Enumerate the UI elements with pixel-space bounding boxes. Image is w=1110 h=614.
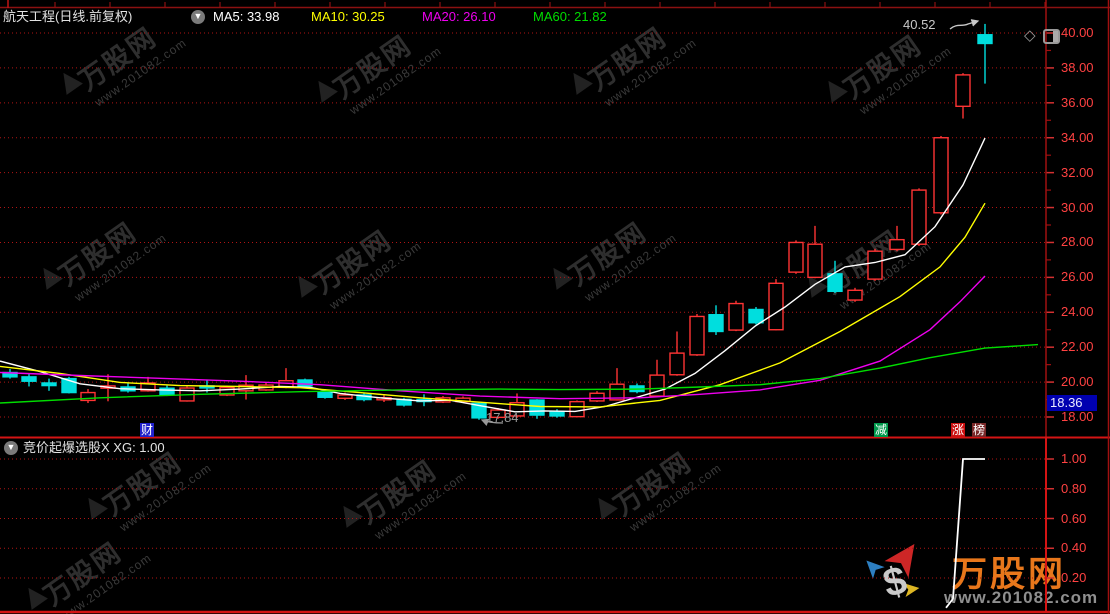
badge-board[interactable]: 榜 [972, 423, 986, 437]
split-panel-icon[interactable] [1043, 29, 1060, 44]
price-axis-label: 26.00 [1061, 269, 1094, 285]
price-axis-label: 18.00 [1061, 409, 1094, 424]
price-axis-label: 34.00 [1061, 129, 1094, 145]
instrument-title: 航天工程(日线.前复权) [3, 9, 133, 24]
price-axis-label: 30.00 [1061, 199, 1094, 215]
indicator-axis-label: 1.00 [1061, 451, 1087, 466]
sub-collapse-chevron-icon[interactable]: ▼ [4, 441, 18, 455]
badge-finance[interactable]: 财 [140, 423, 154, 437]
price-axis-label: 24.00 [1061, 304, 1094, 320]
price-axis-label: 38.00 [1061, 59, 1094, 75]
price-axis-label: 40.00 [1061, 25, 1094, 40]
indicator-title: 竞价起爆选股X XG: 1.00 [23, 440, 165, 455]
indicator-axis-label: 0.80 [1061, 480, 1087, 496]
price-axis-label: 28.00 [1061, 234, 1094, 250]
low-annotation: 17.84 [486, 410, 519, 425]
price-axis-label: 20.00 [1061, 374, 1094, 390]
ma60-value: MA60: 21.82 [533, 9, 607, 24]
indicator-axis-label: 0.20 [1061, 570, 1087, 585]
badge-reduce[interactable]: 减 [874, 423, 888, 437]
current-price-tag: 18.36 [1047, 395, 1097, 411]
collapse-chevron-icon[interactable]: ▼ [191, 10, 205, 24]
ma10-value: MA10: 30.25 [311, 9, 385, 24]
split-panel-bar [1053, 31, 1058, 42]
logo-url: www.201082.com [944, 588, 1099, 607]
diamond-icon[interactable]: ◇ [1024, 27, 1036, 44]
indicator-axis-label: 0.60 [1061, 510, 1087, 526]
ma20-value: MA20: 26.10 [422, 9, 496, 24]
price-axis-label: 32.00 [1061, 164, 1094, 180]
logo-brand: 万股网 [952, 555, 1067, 594]
price-axis-label: 22.00 [1061, 339, 1094, 355]
price-axis-label: 36.00 [1061, 94, 1094, 110]
badge-rise[interactable]: 涨 [951, 423, 965, 437]
ma5-value: MA5: 33.98 [213, 9, 280, 24]
indicator-axis-label: 0.40 [1061, 540, 1087, 556]
high-annotation: 40.52 [903, 17, 936, 32]
